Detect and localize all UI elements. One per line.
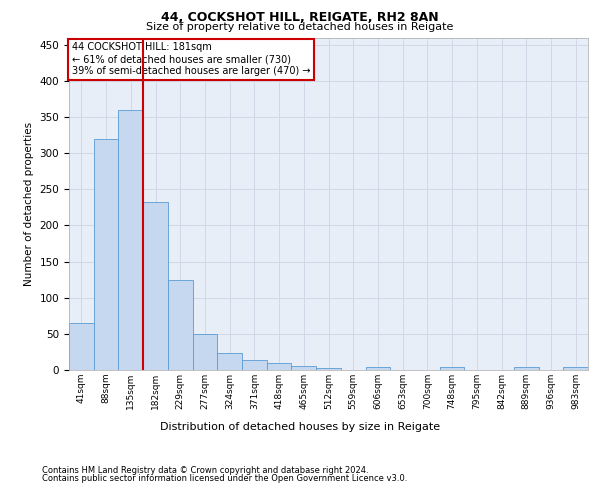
Bar	[217, 354, 242, 370]
Bar	[94, 138, 118, 370]
Bar	[440, 367, 464, 370]
Text: Distribution of detached houses by size in Reigate: Distribution of detached houses by size …	[160, 422, 440, 432]
Bar	[69, 323, 94, 370]
Text: Size of property relative to detached houses in Reigate: Size of property relative to detached ho…	[146, 22, 454, 32]
Text: 44 COCKSHOT HILL: 181sqm
← 61% of detached houses are smaller (730)
39% of semi-: 44 COCKSHOT HILL: 181sqm ← 61% of detach…	[71, 42, 310, 76]
Bar	[143, 202, 168, 370]
Y-axis label: Number of detached properties: Number of detached properties	[24, 122, 34, 286]
Bar	[193, 334, 217, 370]
Bar	[563, 367, 588, 370]
Text: 44, COCKSHOT HILL, REIGATE, RH2 8AN: 44, COCKSHOT HILL, REIGATE, RH2 8AN	[161, 11, 439, 24]
Bar	[168, 280, 193, 370]
Bar	[316, 368, 341, 370]
Bar	[118, 110, 143, 370]
Bar	[514, 367, 539, 370]
Bar	[267, 364, 292, 370]
Bar	[365, 367, 390, 370]
Bar	[292, 366, 316, 370]
Bar	[242, 360, 267, 370]
Text: Contains public sector information licensed under the Open Government Licence v3: Contains public sector information licen…	[42, 474, 407, 483]
Text: Contains HM Land Registry data © Crown copyright and database right 2024.: Contains HM Land Registry data © Crown c…	[42, 466, 368, 475]
